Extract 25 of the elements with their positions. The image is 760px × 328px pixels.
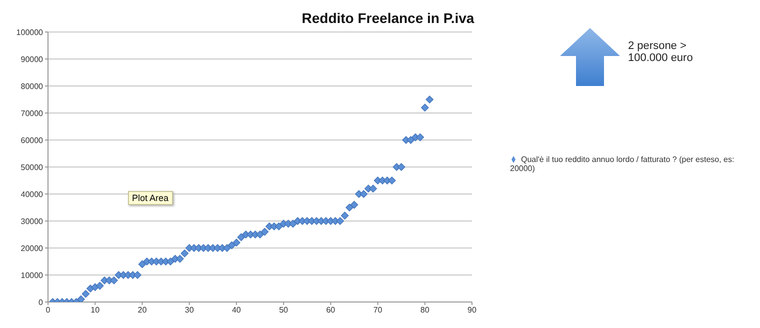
x-tick-label: 30 <box>184 306 194 315</box>
x-tick-label: 0 <box>46 306 51 315</box>
y-tick-label: 20000 <box>20 244 44 253</box>
y-tick-label: 60000 <box>20 136 44 145</box>
y-tick-label: 100000 <box>16 28 44 37</box>
x-tick-label: 40 <box>232 306 242 315</box>
chart-title: Reddito Freelance in P.iva <box>300 10 476 26</box>
y-tick-label: 30000 <box>20 216 44 226</box>
text: 2 persone > 100.000 euro <box>628 40 694 64</box>
y-tick-label: 90000 <box>20 54 44 64</box>
x-tick-label: 90 <box>468 306 477 315</box>
x-tick-label: 60 <box>326 306 336 315</box>
y-tick-label: 0 <box>38 298 44 307</box>
y-tick-label: 70000 <box>20 108 44 118</box>
y-tick-label: 80000 <box>20 82 44 91</box>
y-tick-label: 40000 <box>20 190 44 199</box>
y-tick-label: 10000 <box>20 270 44 280</box>
x-tick-label: 50 <box>279 306 289 315</box>
x-tick-label: 70 <box>373 306 383 315</box>
x-tick-label: 20 <box>138 306 148 315</box>
legend-label: Qual'è il tuo reddito annuo lordo / fatturato ? (per esteso, es: 20000) <box>510 155 734 173</box>
annotation: Plot Area <box>128 191 173 205</box>
y-tick-label: 50000 <box>20 162 44 172</box>
x-tick-label: 80 <box>420 306 430 315</box>
x-tick-label: 10 <box>90 306 100 315</box>
